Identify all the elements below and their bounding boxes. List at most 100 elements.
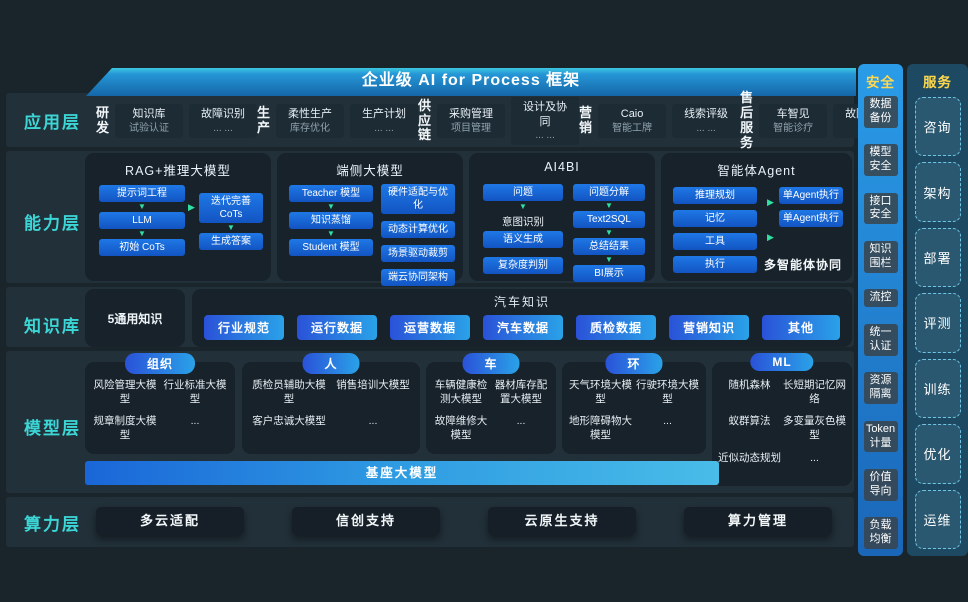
- rag-flow-left: 提示词工程 ▼ LLM ▼ 初始 CoTs: [99, 185, 185, 256]
- model-group-items: 随机森林 长短期记忆网络 蚁群算法 多变量灰色模型 近似动态规划...: [712, 379, 852, 465]
- general-knowledge-box: 5通用知识: [85, 289, 185, 347]
- model-group-items: 天气环境大模型 行驶环境大模型 地形障碍物大模型...: [562, 379, 706, 443]
- model-item: 地形障碍物大模型: [569, 415, 632, 441]
- service-item: 运维: [914, 489, 961, 549]
- compute-item: 信创支持: [292, 507, 440, 535]
- knowledge-pill: 营销知识: [669, 315, 749, 340]
- node-dynamic-compute: 动态计算优化: [381, 221, 455, 238]
- multi-agent-label: 多智能体协同: [763, 258, 842, 272]
- app-scenario-box: Caio 智能工牌: [598, 104, 667, 138]
- model-item: 风险管理大模型: [93, 379, 157, 405]
- service-item: 优化: [914, 424, 961, 484]
- agent-list-right: 单Agent执行 单Agent执行: [779, 187, 843, 227]
- panel-agent: 智能体Agent 推理规划 记忆 工具 执行 ▶ ▶ 单Agent执行 单Age…: [661, 153, 852, 281]
- model-item: 随机森林: [728, 379, 771, 391]
- panel-ai4bi-title: AI4BI: [544, 160, 580, 174]
- compute-item: 算力管理: [684, 507, 832, 535]
- arrow-right-icon: ▶: [767, 197, 774, 207]
- panel-rag: RAG+推理大模型 提示词工程 ▼ LLM ▼ 初始 CoTs ▶ 迭代完善Co…: [85, 153, 271, 281]
- model-group-pill: ML: [750, 353, 814, 371]
- security-column-title: 安全: [866, 75, 895, 90]
- node-complexity-judge: 复杂度判别: [483, 257, 563, 274]
- service-item: 训练: [914, 358, 961, 419]
- model-item: 规章制度大模型: [93, 415, 157, 441]
- node-intent-recognition: 意图识别: [502, 216, 544, 228]
- ai4bi-flow-right: 问题分解 ▼ Text2SQL ▼ 总结结果 ▼ BI展示: [573, 184, 645, 282]
- label-compute-layer: 算力层: [24, 515, 81, 534]
- app-group: 生产 柔性生产 库存优化 生产计划 ... ...: [257, 104, 419, 138]
- arrow-right-icon: ▶: [188, 202, 195, 212]
- security-column: 安全 数据备份 模型安全 接口安全 知识围栏 流控 统一认证 资源隔离 Toke…: [858, 64, 903, 556]
- node-bi-display: BI展示: [573, 265, 645, 282]
- security-item: 统一认证: [863, 324, 898, 356]
- node-edge-cloud-arch: 端云协同架构: [381, 269, 455, 286]
- security-item: 知识围栏: [863, 241, 898, 273]
- node-initial-cots: 初始 CoTs: [99, 239, 185, 256]
- node-hw-adapt: 硬件适配与优化: [381, 184, 455, 214]
- model-group-people: 人 质检员辅助大模型 销售培训大模型 客户忠诚大模型...: [242, 353, 420, 454]
- arrow-down-icon: ▼: [138, 202, 146, 211]
- model-item: ...: [190, 415, 200, 428]
- label-capability-layer: 能力层: [24, 214, 81, 233]
- app-group: 供应链 采购管理 项目管理 设计及协同 ... ...: [418, 97, 580, 145]
- arrow-down-icon: ▼: [327, 202, 335, 211]
- model-item: 天气环境大模型: [569, 379, 632, 405]
- model-item: 蚁群算法: [728, 415, 771, 428]
- knowledge-pills: 行业规范 运行数据 运营数据 汽车数据 质检数据 营销知识 其他: [192, 310, 852, 340]
- app-scenario-box: 故障识别 ... ...: [189, 104, 258, 138]
- node-summarize-result: 总结结果: [573, 238, 645, 255]
- compute-item: 云原生支持: [488, 507, 636, 535]
- model-item: 车辆健康检测大模型: [434, 379, 488, 405]
- security-item: 价值导向: [863, 469, 898, 501]
- knowledge-pill: 质检数据: [576, 315, 656, 340]
- edge-list-right: 硬件适配与优化 动态计算优化 场景驱动裁剪 端云协同架构: [381, 184, 455, 286]
- foundation-model-bar: 基座大模型: [85, 461, 719, 485]
- knowledge-pill: 运营数据: [390, 315, 470, 340]
- node-reason-plan: 推理规划: [673, 187, 757, 204]
- label-knowledge-layer: 知识库: [24, 317, 81, 336]
- model-group-environment: 环 天气环境大模型 行驶环境大模型 地形障碍物大模型...: [562, 353, 706, 454]
- node-tools: 工具: [673, 233, 757, 250]
- model-item: 销售培训大模型: [336, 379, 410, 391]
- model-item: 故障维修大模型: [434, 415, 488, 441]
- model-group-pill: 环: [605, 353, 663, 374]
- node-question-decompose: 问题分解: [573, 184, 645, 201]
- node-single-agent-exec: 单Agent执行: [779, 187, 843, 204]
- app-scenario-box: 知识库 试验认证: [115, 104, 184, 138]
- app-group-name: 营销: [579, 105, 593, 135]
- panel-edge-title: 端侧大模型: [336, 164, 404, 178]
- app-scenario-box: 采购管理 项目管理: [437, 104, 506, 138]
- app-scenario-box: 车智见 智能诊疗: [759, 104, 828, 138]
- node-question: 问题: [483, 184, 563, 201]
- service-items: 咨询 架构 部署 评测 训练 优化 运维: [907, 91, 968, 549]
- model-group-items: 风险管理大模型 行业标准大模型 规章制度大模型...: [85, 379, 235, 443]
- node-knowledge-distill: 知识蒸馏: [289, 212, 373, 229]
- app-group: 研发 知识库 试验认证 故障识别 ... ...: [96, 104, 258, 138]
- model-item: 行业标准大模型: [163, 379, 227, 405]
- model-item: ...: [810, 451, 819, 464]
- compute-item: 多云适配: [96, 507, 244, 535]
- arrow-down-icon: ▼: [519, 202, 527, 211]
- knowledge-pill: 行业规范: [204, 315, 284, 340]
- node-prompt-engineering: 提示词工程: [99, 185, 185, 202]
- model-item: 多变量灰色模型: [783, 415, 846, 441]
- security-item: 流控: [863, 289, 898, 308]
- panel-agent-title: 智能体Agent: [717, 164, 796, 178]
- app-group-name: 生产: [257, 105, 271, 135]
- model-item: 器材库存配置大模型: [494, 379, 548, 405]
- model-group-items: 车辆健康检测大模型 器材库存配置大模型 故障维修大模型...: [426, 379, 556, 443]
- agent-list-left: 推理规划 记忆 工具 执行: [673, 187, 757, 273]
- security-item: Token计量: [863, 420, 898, 453]
- app-layer-row: 研发 知识库 试验认证 故障识别 ... ... 生产 柔性生产 库存优化 生产: [96, 90, 902, 150]
- node-teacher-model: Teacher 模型: [289, 185, 373, 202]
- rag-flow-right: 迭代完善CoTs ▼ 生成答案: [199, 193, 263, 250]
- knowledge-pill: 运行数据: [297, 315, 377, 340]
- app-scenario-box: 柔性生产 库存优化: [276, 104, 345, 138]
- model-item: 客户忠诚大模型: [252, 415, 326, 428]
- compute-layer-row: 多云适配 信创支持 云原生支持 算力管理: [96, 507, 832, 535]
- node-text2sql: Text2SQL: [573, 211, 645, 228]
- security-items: 数据备份 模型安全 接口安全 知识围栏 流控 统一认证 资源隔离 Token计量…: [858, 91, 903, 549]
- node-execute: 执行: [673, 256, 757, 273]
- model-item: ...: [516, 415, 526, 428]
